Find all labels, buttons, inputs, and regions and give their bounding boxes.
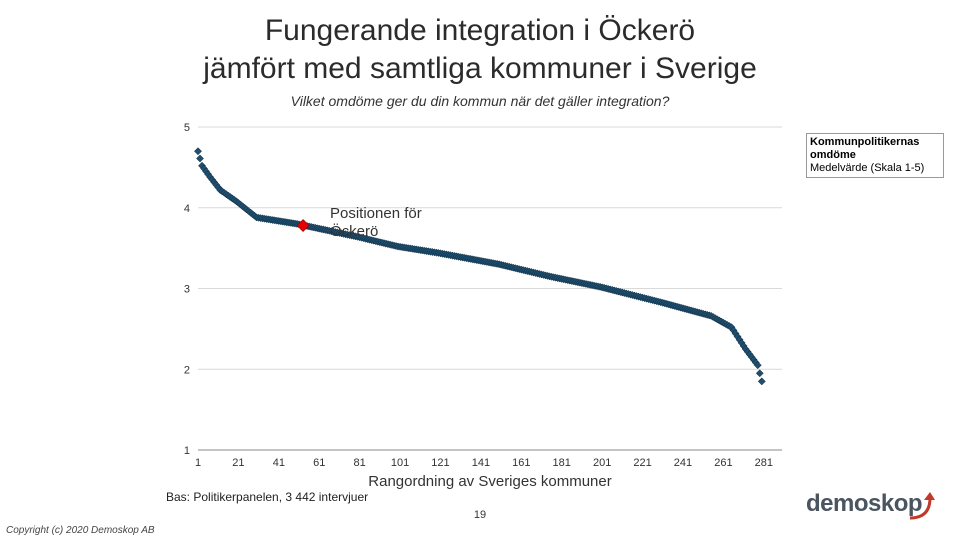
legend-title: Kommunpolitikernas omdöme: [810, 136, 920, 161]
base-note: Bas: Politikerpanelen, 3 442 intervjuer: [166, 490, 369, 504]
x-tick-label: 21: [232, 457, 244, 469]
x-tick-label: 1: [195, 457, 201, 469]
x-tick-label: 261: [714, 457, 732, 469]
y-tick-label: 3: [184, 284, 190, 296]
logo-arrow-icon: [909, 492, 935, 520]
highlight-point: [296, 219, 310, 232]
highlight-annotation: Positionen för Öckerö: [330, 205, 422, 240]
data-point: [753, 361, 762, 370]
x-tick-label: 101: [391, 457, 409, 469]
x-tick-label: 141: [472, 457, 490, 469]
y-tick-label: 2: [184, 364, 190, 376]
legend: Kommunpolitikernas omdöme Medelvärde (Sk…: [806, 133, 944, 178]
x-tick-label: 241: [674, 457, 692, 469]
data-point: [757, 377, 766, 386]
x-axis-label: Rangordning av Sveriges kommuner: [368, 473, 612, 490]
x-tick-label: 221: [633, 457, 651, 469]
data-point: [755, 369, 764, 378]
x-tick-label: 41: [273, 457, 285, 469]
title-line-2: jämfört med samtliga kommuner i Sverige: [203, 52, 757, 85]
x-tick-label: 201: [593, 457, 611, 469]
legend-subtitle: Medelvärde (Skala 1-5): [810, 162, 925, 174]
data-point: [196, 154, 204, 163]
data-point: [194, 147, 202, 156]
x-tick-label: 61: [313, 457, 325, 469]
page-number: 19: [473, 509, 487, 521]
copyright-text: Copyright (c) 2020 Demoskop AB: [6, 525, 155, 536]
x-tick-label: 121: [431, 457, 449, 469]
y-tick-label: 5: [184, 122, 190, 134]
y-tick-label: 1: [184, 445, 190, 457]
x-tick-label: 281: [755, 457, 773, 469]
x-tick-label: 81: [354, 457, 366, 469]
x-tick-label: 181: [553, 457, 571, 469]
chart-subtitle: Vilket omdöme ger du din kommun när det …: [290, 93, 670, 109]
page-title: Fungerande integration i Öckerö jämfört …: [0, 12, 960, 88]
x-tick-label: 161: [512, 457, 530, 469]
y-tick-label: 4: [184, 203, 190, 215]
demoskop-logo: demoskop: [806, 490, 923, 517]
title-line-1: Fungerande integration i Öckerö: [264, 14, 696, 47]
